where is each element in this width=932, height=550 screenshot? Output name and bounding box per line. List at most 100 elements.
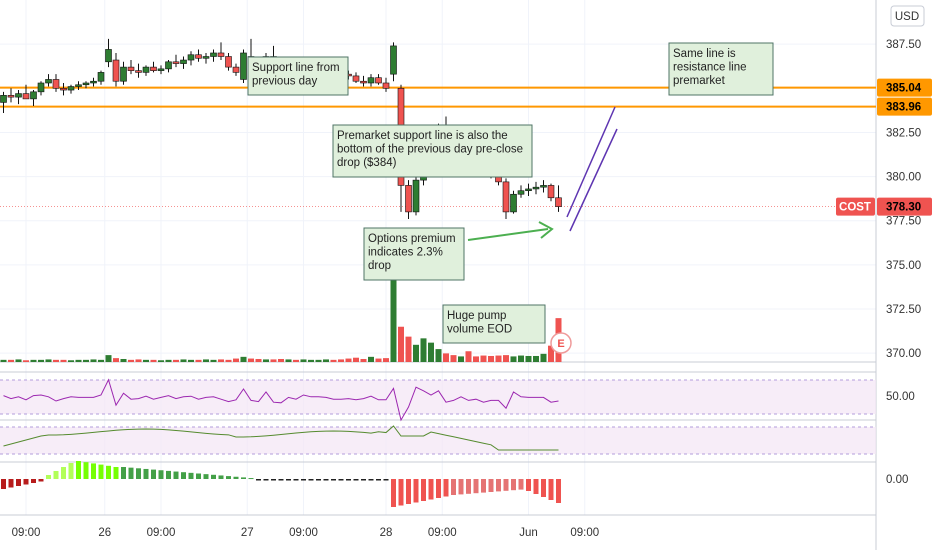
volume-bar (180, 359, 187, 362)
volume-bar (458, 356, 464, 362)
annotation-text: resistance line (673, 62, 747, 74)
volume-bar (443, 353, 449, 362)
volume-bar (488, 355, 494, 362)
volume-bar (413, 344, 419, 362)
channel-lower-line[interactable] (569, 128, 618, 232)
price-badge-bg (877, 78, 932, 97)
candle-body (352, 75, 360, 82)
earnings-marker-label: E (557, 338, 564, 350)
price-tick-label: 387.50 (886, 39, 921, 51)
price-badge-label: 378.30 (886, 202, 921, 214)
candle-body (517, 190, 525, 195)
volume-bar (158, 360, 164, 362)
histogram-bar (406, 479, 411, 504)
volume-bar (450, 355, 457, 362)
annotation-volume[interactable]: Huge pump volume EOD (442, 304, 546, 344)
volume-bar (345, 358, 352, 362)
symbol-badge-bg (836, 197, 875, 216)
volume-bar (495, 355, 502, 362)
price-badge-label: 383.96 (886, 102, 921, 114)
price-badge-bg (877, 197, 932, 216)
histogram-bar (181, 472, 186, 479)
candle-body (90, 80, 97, 84)
volume-bar (15, 359, 22, 362)
axes: 387.50385.00382.50380.00377.50375.00372.… (12, 5, 932, 539)
histogram-bar (353, 479, 359, 481)
histogram-bar (83, 462, 89, 479)
histogram-bar (451, 479, 456, 495)
histogram-bar (428, 479, 434, 500)
volume-bar (300, 359, 307, 362)
candle-body (60, 87, 67, 91)
volume-bar (75, 359, 82, 362)
histogram-bar (301, 479, 306, 481)
candle-body (405, 185, 412, 213)
histogram-bar (376, 479, 381, 481)
histogram-bar (443, 479, 449, 497)
price-tick-label: 375.00 (886, 260, 921, 272)
annotation-text: volume EOD (447, 324, 512, 336)
histogram-bar (511, 479, 516, 491)
candle-body (210, 52, 217, 57)
price-tick-label: 372.50 (886, 304, 921, 316)
volume-bar (428, 342, 434, 362)
candle-body (157, 68, 165, 71)
annotation-text: premarket (673, 75, 726, 87)
volume-bar (113, 358, 119, 362)
annotation-options[interactable]: Options premium indicates 2.3%drop (363, 227, 465, 281)
histogram-bar (233, 476, 239, 479)
histogram-bar (91, 463, 96, 479)
volume-bar (135, 359, 142, 362)
arrow-head (538, 221, 554, 239)
histogram-bar (248, 478, 254, 480)
volume-bar (38, 359, 44, 362)
histogram-bar (241, 477, 246, 479)
currency-button[interactable]: USD (890, 5, 925, 27)
annotation-box (442, 304, 546, 344)
histogram-bar (121, 467, 126, 479)
histogram-bar (46, 475, 51, 479)
volume-bar (105, 355, 112, 362)
volume-bar (150, 359, 157, 362)
annotation-premarket[interactable]: Premarket support line is also the bottom… (332, 124, 533, 178)
candle-body (502, 181, 510, 213)
histogram-bar (166, 470, 171, 479)
oscillator-line (3, 425, 559, 451)
histogram-bar (488, 479, 494, 492)
volume-bar (45, 359, 52, 362)
histogram-bar (323, 479, 329, 481)
histogram-bar (16, 479, 21, 486)
drawings: E (467, 106, 618, 354)
price-badge-bg (877, 97, 932, 116)
candle-body (142, 66, 150, 73)
candle-body (360, 80, 367, 84)
histogram-bar (106, 465, 111, 479)
histogram-bar (293, 479, 299, 481)
histogram-bar (526, 479, 531, 491)
time-tick-label: 27 (241, 527, 254, 539)
histogram-bar (361, 479, 366, 481)
histogram-bar (158, 470, 164, 479)
candle-body (187, 54, 195, 61)
histogram-bar (188, 472, 194, 479)
annotation-support[interactable]: Support line from previous day (247, 56, 349, 96)
annotation-arrow[interactable] (467, 228, 549, 241)
candle-body (232, 66, 240, 73)
price-badge: 383.96 (877, 97, 932, 116)
histogram-bar (53, 471, 59, 479)
volume-bar (420, 338, 427, 362)
channel-upper-line[interactable] (566, 106, 616, 218)
volume-bar (525, 355, 532, 362)
volume-bar (263, 359, 269, 362)
histogram-bar (263, 479, 269, 481)
rsi-band (0, 380, 876, 414)
earnings-marker[interactable]: E (550, 332, 572, 354)
histogram-bar (466, 479, 471, 494)
volume-bar (353, 357, 359, 362)
indicator-panels (0, 0, 877, 550)
histogram-bar (211, 474, 216, 479)
annotation-text: Huge pump (447, 310, 506, 322)
volume-bar (518, 355, 524, 362)
